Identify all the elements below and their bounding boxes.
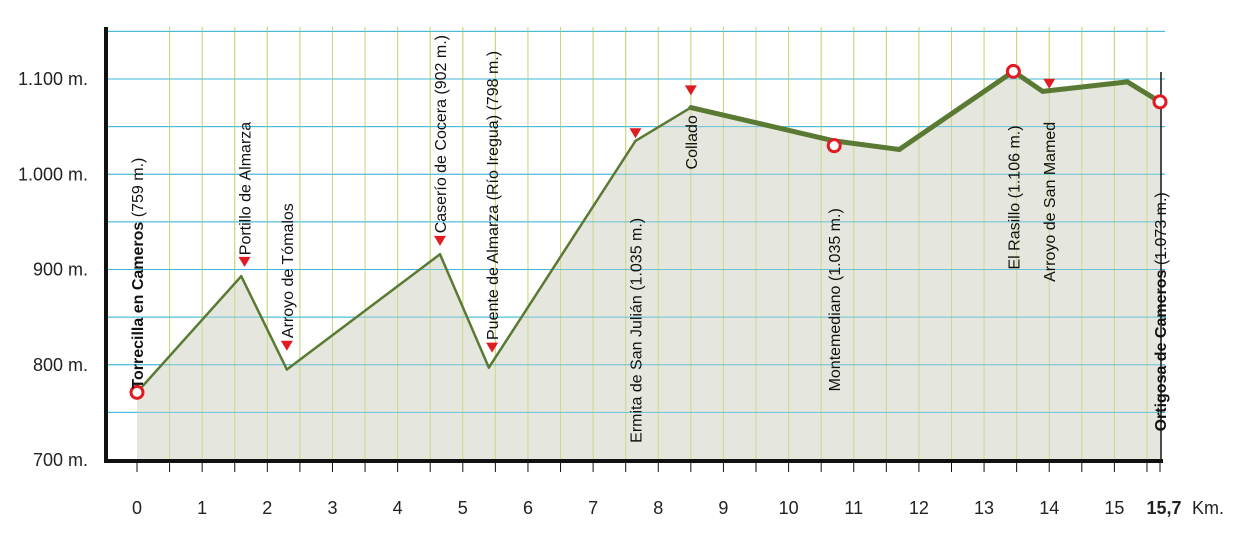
profile-line-segment (487, 139, 637, 369)
x-axis-unit-label: Km. (1192, 498, 1224, 518)
waypoint-label: El Rasillo (1.106 m.) (1006, 125, 1023, 269)
x-tick-label: 12 (909, 498, 929, 518)
waypoint-triangle (629, 128, 642, 139)
waypoint-name: Torrecilla en Cameros (130, 222, 147, 389)
profile-line-segment (688, 105, 837, 144)
waypoint-name: Caserío de Cocera (433, 99, 450, 233)
waypoint-triangle (1043, 78, 1056, 89)
waypoint-label: Montemediano (1.035 m.) (827, 208, 844, 391)
waypoint-label: Arroyo de Tómalos (280, 203, 297, 338)
waypoint-label: Caserío de Cocera (902 m.) (433, 35, 450, 233)
waypoint-name: Collado (684, 115, 701, 169)
waypoint-name: Montemediano (1.035 m.) (827, 208, 844, 391)
profile-line-segment (1040, 79, 1130, 94)
waypoint-name: Portillo de Almarza (238, 122, 255, 255)
profile-line-segment (831, 138, 902, 152)
profile-area (106, 27, 1165, 460)
waypoint-name: Ortigosa de Cameros (1153, 269, 1170, 431)
waypoint-elevation: (759 m.) (130, 158, 147, 222)
waypoint-name: Puente de Almarza (Río Iregua) (485, 115, 502, 340)
waypoint-name: Arroyo de San Mamed (1042, 122, 1059, 282)
x-tick-label: 0 (132, 498, 142, 518)
x-tick-label: 2 (262, 498, 272, 518)
waypoint-name: Arroyo de Tómalos (280, 203, 297, 338)
x-axis-tick-labels: 0 1 2 3 4 5 6 7 8 9 10 11 12 13 14 15 15,7 Km. (132, 498, 1224, 518)
waypoint-elevation: (798 m.) (485, 51, 502, 115)
x-tick-label: 5 (458, 498, 468, 518)
y-tick-label: 700 m. (33, 450, 88, 470)
x-tick-label: 8 (653, 498, 663, 518)
waypoint-triangle (280, 340, 293, 351)
y-tick-label: 800 m. (33, 355, 88, 375)
profile-line-segment (896, 68, 1016, 152)
x-tick-label: 4 (393, 498, 403, 518)
axes (104, 27, 1163, 472)
waypoint-label: Portillo de Almarza (238, 122, 255, 255)
y-axis-tick-labels: 700 m. 800 m. 900 m. 1.000 m. 1.100 m. (18, 69, 88, 470)
waypoint-labels: Torrecilla en Cameros (759 m.) Portillo d… (130, 35, 1170, 443)
x-tick-label: 7 (588, 498, 598, 518)
waypoint-triangle (486, 342, 499, 353)
waypoint-label: Ortigosa de Cameros (1.073 m.) (1153, 192, 1170, 431)
waypoint-name: Ermita de San Julián (1.035 m.) (628, 218, 645, 443)
profile-fill (137, 71, 1160, 460)
waypoint-triangle (684, 85, 697, 96)
y-tick-label: 1.100 m. (18, 69, 88, 89)
x-tick-label: 15,7 (1146, 498, 1181, 518)
profile-line-segment (634, 106, 693, 143)
waypoint-circle (129, 384, 145, 400)
waypoint-circle (1005, 63, 1021, 79)
waypoint-label: Ermita de San Julián (1.035 m.) (628, 218, 645, 443)
waypoint-name: El Rasillo (1.106 m.) (1006, 125, 1023, 269)
waypoint-elevation: (1.073 m.) (1153, 192, 1170, 269)
y-tick-label: 900 m. (33, 260, 88, 280)
profile-line-segment (135, 274, 243, 394)
profile-line-segment (285, 253, 442, 371)
waypoint-circle (826, 138, 842, 154)
waypoint-circle (1152, 94, 1168, 110)
x-tick-label: 3 (327, 498, 337, 518)
profile-line-segment (240, 274, 289, 371)
x-tick-label: 10 (779, 498, 799, 518)
y-tick-label: 1.000 m. (18, 164, 88, 184)
waypoint-label: Torrecilla en Cameros (759 m.) (130, 158, 147, 389)
profile-line-segment (438, 253, 491, 369)
waypoint-label: Collado (684, 115, 701, 169)
waypoint-triangle (433, 235, 446, 246)
x-tick-label: 13 (974, 498, 994, 518)
x-tick-label: 14 (1039, 498, 1059, 518)
x-tick-label: 11 (844, 498, 863, 518)
waypoint-elevation: (902 m.) (433, 35, 450, 99)
waypoint-label: Puente de Almarza (Río Iregua) (798 m.) (485, 51, 502, 340)
x-tick-label: 9 (718, 498, 728, 518)
x-tick-label: 1 (197, 498, 207, 518)
x-tick-label: 15 (1104, 498, 1124, 518)
waypoint-label: Arroyo de San Mamed (1042, 122, 1059, 282)
x-tick-label: 6 (523, 498, 533, 518)
waypoint-triangle (238, 256, 251, 267)
waypoint-markers (129, 63, 1168, 400)
